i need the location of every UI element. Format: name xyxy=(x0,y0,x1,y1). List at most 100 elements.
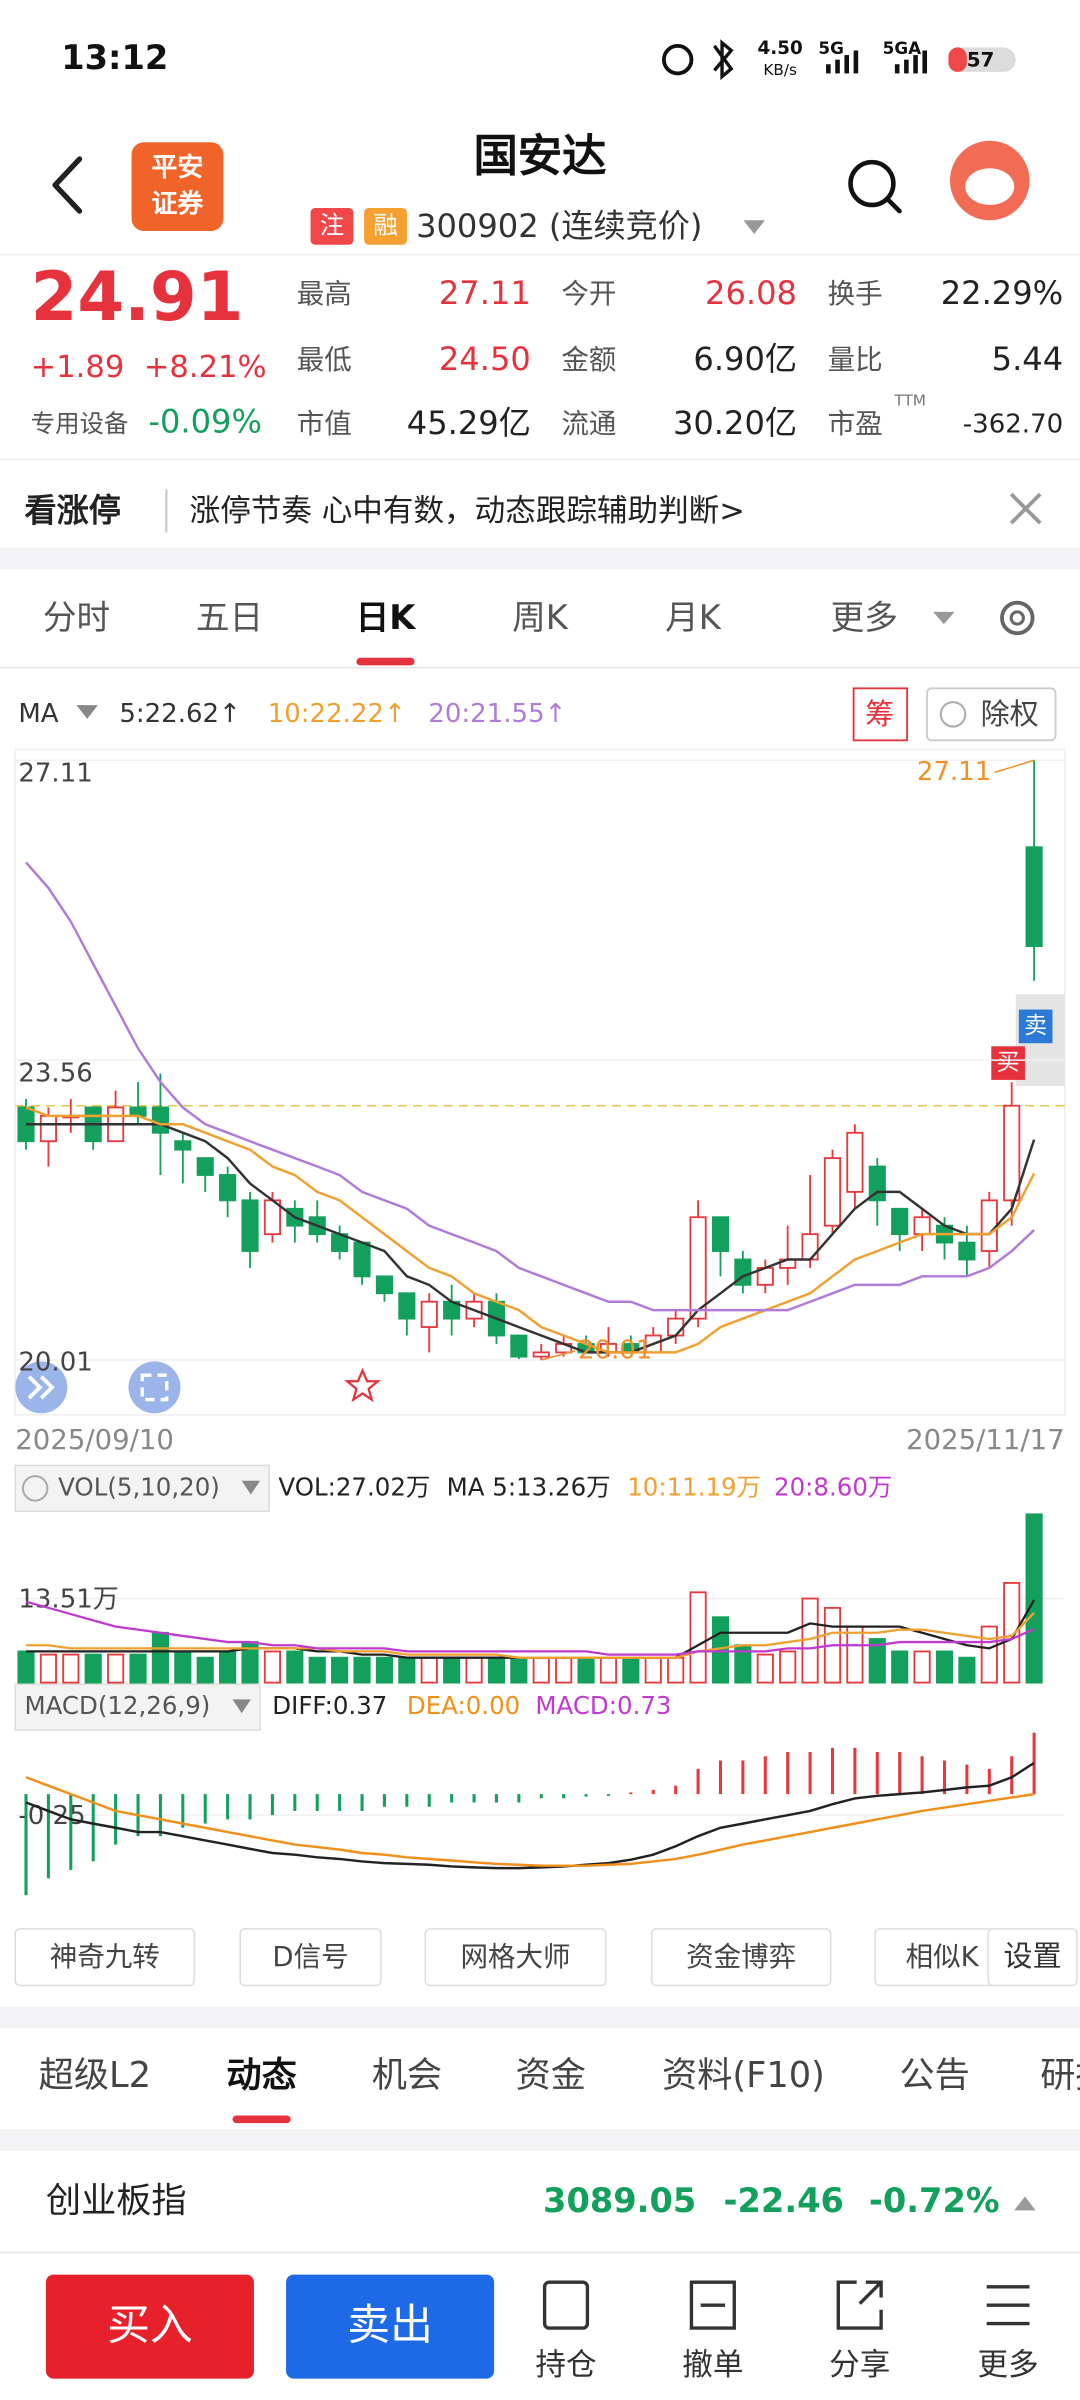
section-tab[interactable]: 资料(F10) xyxy=(662,2055,825,2096)
action-label[interactable]: 撤单 xyxy=(682,2348,743,2383)
tool-label[interactable]: D信号 xyxy=(272,1941,348,1973)
chip-button[interactable]: 筹 xyxy=(865,697,894,731)
volume-bar xyxy=(868,1638,886,1684)
float-icon xyxy=(27,1375,55,1400)
period-tab[interactable]: 周K xyxy=(512,598,569,637)
icon xyxy=(542,2280,590,2330)
band xyxy=(0,547,1080,570)
tool-label[interactable]: 神奇九转 xyxy=(50,1941,160,1973)
action-label[interactable]: 持仓 xyxy=(535,2348,596,2383)
candle-body xyxy=(129,1106,147,1117)
bluetooth-icon xyxy=(713,39,734,81)
exright-button[interactable]: 除权 xyxy=(981,697,1039,731)
tag: 注 xyxy=(320,210,344,239)
candle-body xyxy=(689,1216,707,1320)
x-tick-label: 2025/11/17 xyxy=(906,1424,1065,1456)
buy-marker[interactable]: 买 xyxy=(997,1050,1020,1076)
action-label[interactable]: 分享 xyxy=(829,2348,890,2383)
volume-bar xyxy=(756,1653,774,1684)
vol-legend-title[interactable]: VOL(5,10,20) xyxy=(58,1472,220,1501)
band xyxy=(0,2129,1080,2151)
tool-button[interactable] xyxy=(14,1928,196,1987)
volume-bar xyxy=(263,1650,281,1684)
macd-legend: MACD:0.73 xyxy=(535,1691,671,1720)
section-tab[interactable]: 公告 xyxy=(899,2055,969,2096)
back-button[interactable] xyxy=(52,156,83,214)
volume-bar xyxy=(891,1650,909,1684)
buy-button[interactable] xyxy=(45,2274,254,2379)
volume-bar xyxy=(331,1656,349,1684)
x-tick-label: 2025/09/10 xyxy=(15,1424,174,1456)
settings-button[interactable] xyxy=(987,1928,1078,1987)
section-tab[interactable]: 资金 xyxy=(516,2055,586,2096)
period-tab[interactable]: 更多 xyxy=(831,598,898,637)
section-tab[interactable]: 机会 xyxy=(372,2055,442,2096)
tool-button[interactable] xyxy=(650,1928,832,1987)
volume-bar xyxy=(958,1656,976,1684)
vol-ma-legend: MA 5:13.26万 xyxy=(447,1472,611,1501)
layout xyxy=(0,39,1080,2379)
event-star[interactable] xyxy=(344,1367,382,1403)
tag: 融 xyxy=(373,210,397,239)
sector: 专用设备 xyxy=(31,409,129,438)
index-name: 创业板指 xyxy=(46,2181,187,2222)
ma-line xyxy=(26,1123,1036,1354)
candle-body xyxy=(801,1233,819,1261)
chip-button-box[interactable] xyxy=(852,687,909,742)
tool-button[interactable] xyxy=(239,1928,382,1987)
stat-value: 24.50 xyxy=(439,340,531,378)
macd-legend-box[interactable] xyxy=(14,1683,261,1731)
period-tab[interactable]: 五日 xyxy=(196,598,263,637)
signal-bar xyxy=(835,59,840,74)
volume-bar xyxy=(1003,1582,1021,1684)
more-arrow[interactable] xyxy=(933,611,955,625)
section-tab[interactable]: 动态 xyxy=(226,2055,296,2096)
section-tab[interactable]: 研报 xyxy=(1040,2055,1080,2096)
section-tab[interactable]: 超级L2 xyxy=(39,2055,151,2096)
sell-label[interactable]: 卖出 xyxy=(347,2301,433,2351)
stat-value: 22.29% xyxy=(941,274,1063,312)
action-label[interactable]: 更多 xyxy=(978,2348,1039,2383)
exright-box[interactable] xyxy=(926,687,1057,742)
macd-legend-title[interactable]: MACD(12,26,9) xyxy=(24,1691,210,1720)
tool-button[interactable] xyxy=(424,1928,607,1987)
sell-marker[interactable]: 卖 xyxy=(1024,1013,1047,1039)
macd-legend: DIFF:0.37 xyxy=(272,1691,387,1720)
settings-gear[interactable] xyxy=(1000,600,1035,636)
banner-text[interactable]: 涨停节奏 心中有数，动态跟踪辅助判断> xyxy=(190,494,745,529)
period-tab[interactable]: 分时 xyxy=(43,598,110,637)
logo-text: 证券 xyxy=(151,189,204,219)
ma-line xyxy=(25,1106,1036,1354)
expand-arrow[interactable] xyxy=(1014,2196,1036,2211)
tool-label[interactable]: 资金博弈 xyxy=(686,1941,796,1973)
candle-body xyxy=(353,1241,371,1278)
search-button[interactable] xyxy=(848,159,896,208)
candle-body xyxy=(39,1114,57,1143)
high-annotation: 27.11 xyxy=(917,757,991,787)
signal-bar xyxy=(904,59,909,74)
candle-body xyxy=(846,1131,864,1193)
close-banner[interactable] xyxy=(1009,492,1042,525)
period-tab[interactable]: 日K xyxy=(356,598,418,637)
float-button[interactable] xyxy=(128,1361,181,1414)
candle-body xyxy=(1025,846,1043,947)
low-pointer xyxy=(541,1350,576,1361)
stat-value: -362.70 xyxy=(963,410,1063,440)
stat-label: 最高 xyxy=(297,278,352,310)
sell-button[interactable] xyxy=(286,2274,495,2379)
gear-center xyxy=(1009,610,1025,626)
dropdown-icon[interactable] xyxy=(743,220,765,235)
tool-label[interactable]: 相似K xyxy=(906,1941,980,1973)
period-tab[interactable]: 月K xyxy=(665,598,722,637)
vol-ma-line xyxy=(26,1612,1035,1659)
sector-change: -0.09% xyxy=(148,403,262,441)
volume-bar xyxy=(935,1650,954,1684)
volume-bar xyxy=(62,1653,80,1684)
stat-value: 5.44 xyxy=(992,340,1064,378)
vol-legend-box[interactable] xyxy=(14,1464,270,1513)
settings-label[interactable]: 设置 xyxy=(1004,1939,1062,1973)
ma-dropdown[interactable] xyxy=(76,705,98,719)
buy-label[interactable]: 买入 xyxy=(107,2301,193,2351)
vol-ma-legend: 20:8.60万 xyxy=(774,1472,892,1501)
tool-label[interactable]: 网格大师 xyxy=(460,1941,570,1973)
